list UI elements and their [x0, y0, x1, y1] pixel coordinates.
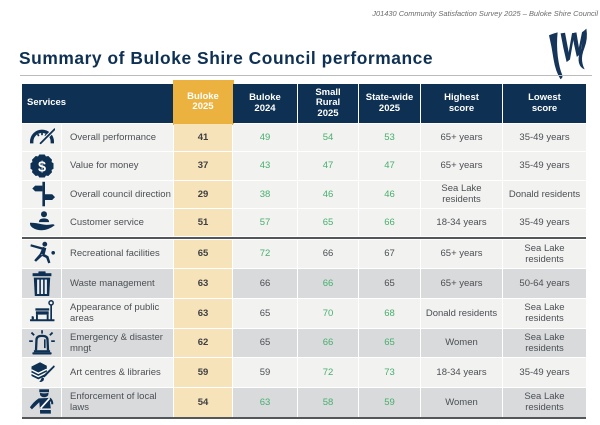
svg-text:$: $ — [37, 159, 45, 175]
